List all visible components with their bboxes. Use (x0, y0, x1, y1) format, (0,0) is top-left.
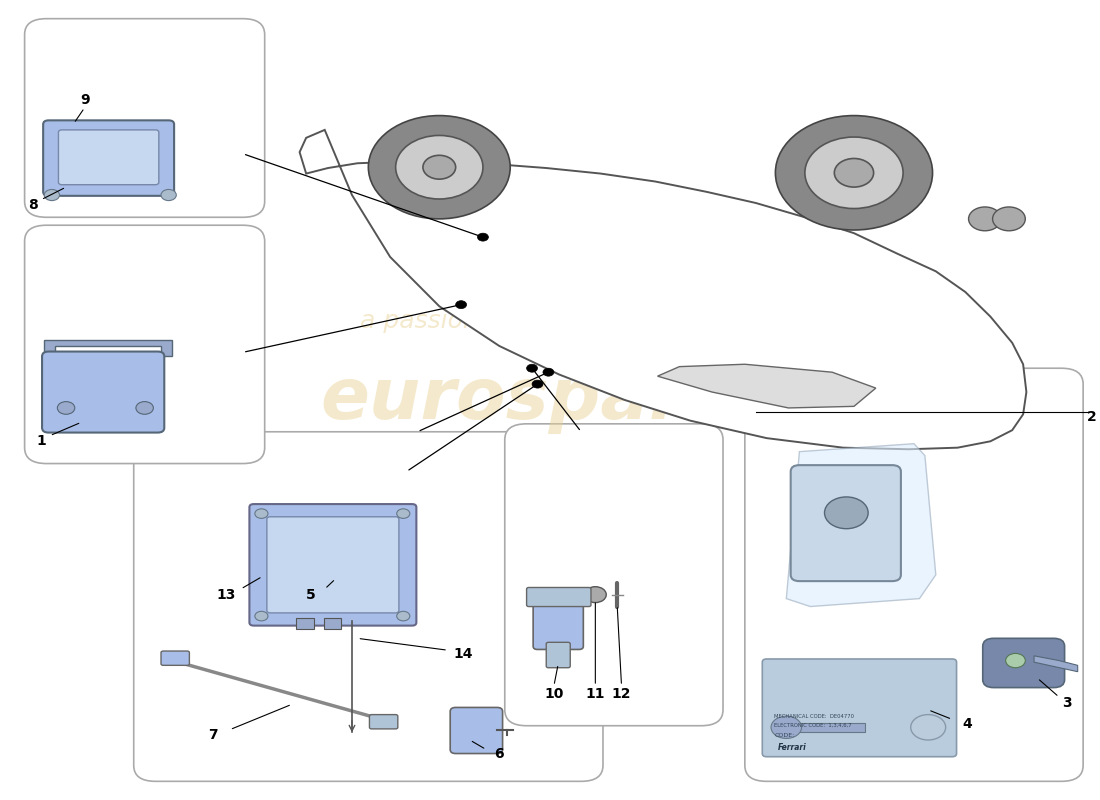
Text: 12: 12 (612, 687, 631, 701)
FancyBboxPatch shape (547, 642, 570, 668)
Circle shape (422, 155, 455, 179)
FancyBboxPatch shape (43, 120, 174, 196)
Circle shape (834, 158, 873, 187)
Circle shape (477, 233, 488, 241)
Circle shape (527, 364, 538, 372)
Polygon shape (794, 722, 865, 732)
Circle shape (543, 368, 554, 376)
Text: a passion for parts since 1985: a passion for parts since 1985 (360, 309, 737, 333)
FancyBboxPatch shape (370, 714, 398, 729)
Text: 6: 6 (495, 746, 504, 761)
FancyBboxPatch shape (296, 618, 314, 629)
Polygon shape (44, 341, 172, 372)
FancyBboxPatch shape (24, 226, 265, 463)
FancyBboxPatch shape (161, 651, 189, 666)
Circle shape (455, 301, 466, 309)
Text: 4: 4 (962, 717, 972, 731)
FancyBboxPatch shape (762, 659, 957, 757)
FancyBboxPatch shape (58, 130, 158, 185)
FancyBboxPatch shape (134, 432, 603, 782)
Circle shape (57, 402, 75, 414)
Circle shape (992, 207, 1025, 230)
FancyBboxPatch shape (505, 424, 723, 726)
Text: 14: 14 (453, 647, 473, 662)
Circle shape (911, 714, 946, 740)
Circle shape (255, 611, 268, 621)
Circle shape (161, 190, 176, 201)
Text: 13: 13 (217, 588, 236, 602)
FancyBboxPatch shape (250, 504, 417, 626)
FancyBboxPatch shape (42, 351, 164, 433)
FancyBboxPatch shape (450, 707, 503, 754)
Circle shape (397, 509, 410, 518)
Circle shape (532, 380, 543, 388)
Circle shape (584, 586, 606, 602)
Text: MECHANICAL CODE:  DE04770: MECHANICAL CODE: DE04770 (774, 714, 855, 718)
Polygon shape (1034, 656, 1078, 672)
Text: 10: 10 (544, 687, 563, 701)
FancyBboxPatch shape (527, 587, 591, 606)
Text: 5: 5 (306, 588, 316, 602)
FancyBboxPatch shape (323, 618, 341, 629)
Text: 11: 11 (585, 687, 605, 701)
FancyBboxPatch shape (982, 638, 1065, 687)
Text: CODE:: CODE: (774, 733, 794, 738)
Circle shape (255, 509, 268, 518)
Circle shape (825, 497, 868, 529)
Text: eurospares: eurospares (320, 366, 777, 434)
Text: 9: 9 (80, 93, 89, 106)
Circle shape (397, 611, 410, 621)
Circle shape (136, 402, 153, 414)
Circle shape (44, 190, 59, 201)
FancyBboxPatch shape (534, 599, 583, 650)
Circle shape (969, 207, 1001, 230)
FancyBboxPatch shape (267, 517, 399, 613)
Text: 7: 7 (209, 728, 218, 742)
Circle shape (1005, 654, 1025, 668)
Text: 8: 8 (29, 198, 38, 212)
Circle shape (396, 135, 483, 199)
FancyBboxPatch shape (791, 465, 901, 581)
Text: Ferrari: Ferrari (778, 742, 806, 751)
Text: 2: 2 (1087, 410, 1097, 425)
FancyBboxPatch shape (745, 368, 1084, 782)
Text: 1: 1 (36, 434, 46, 448)
Text: 3: 3 (1062, 697, 1071, 710)
Polygon shape (658, 364, 876, 408)
FancyBboxPatch shape (24, 18, 265, 218)
Circle shape (771, 716, 802, 738)
Circle shape (776, 115, 933, 230)
Text: ELECTRONIC CODE:  1,3,4,6,7: ELECTRONIC CODE: 1,3,4,6,7 (774, 722, 851, 727)
Circle shape (805, 137, 903, 209)
Polygon shape (786, 444, 936, 606)
Circle shape (368, 115, 510, 219)
Polygon shape (299, 130, 1026, 450)
